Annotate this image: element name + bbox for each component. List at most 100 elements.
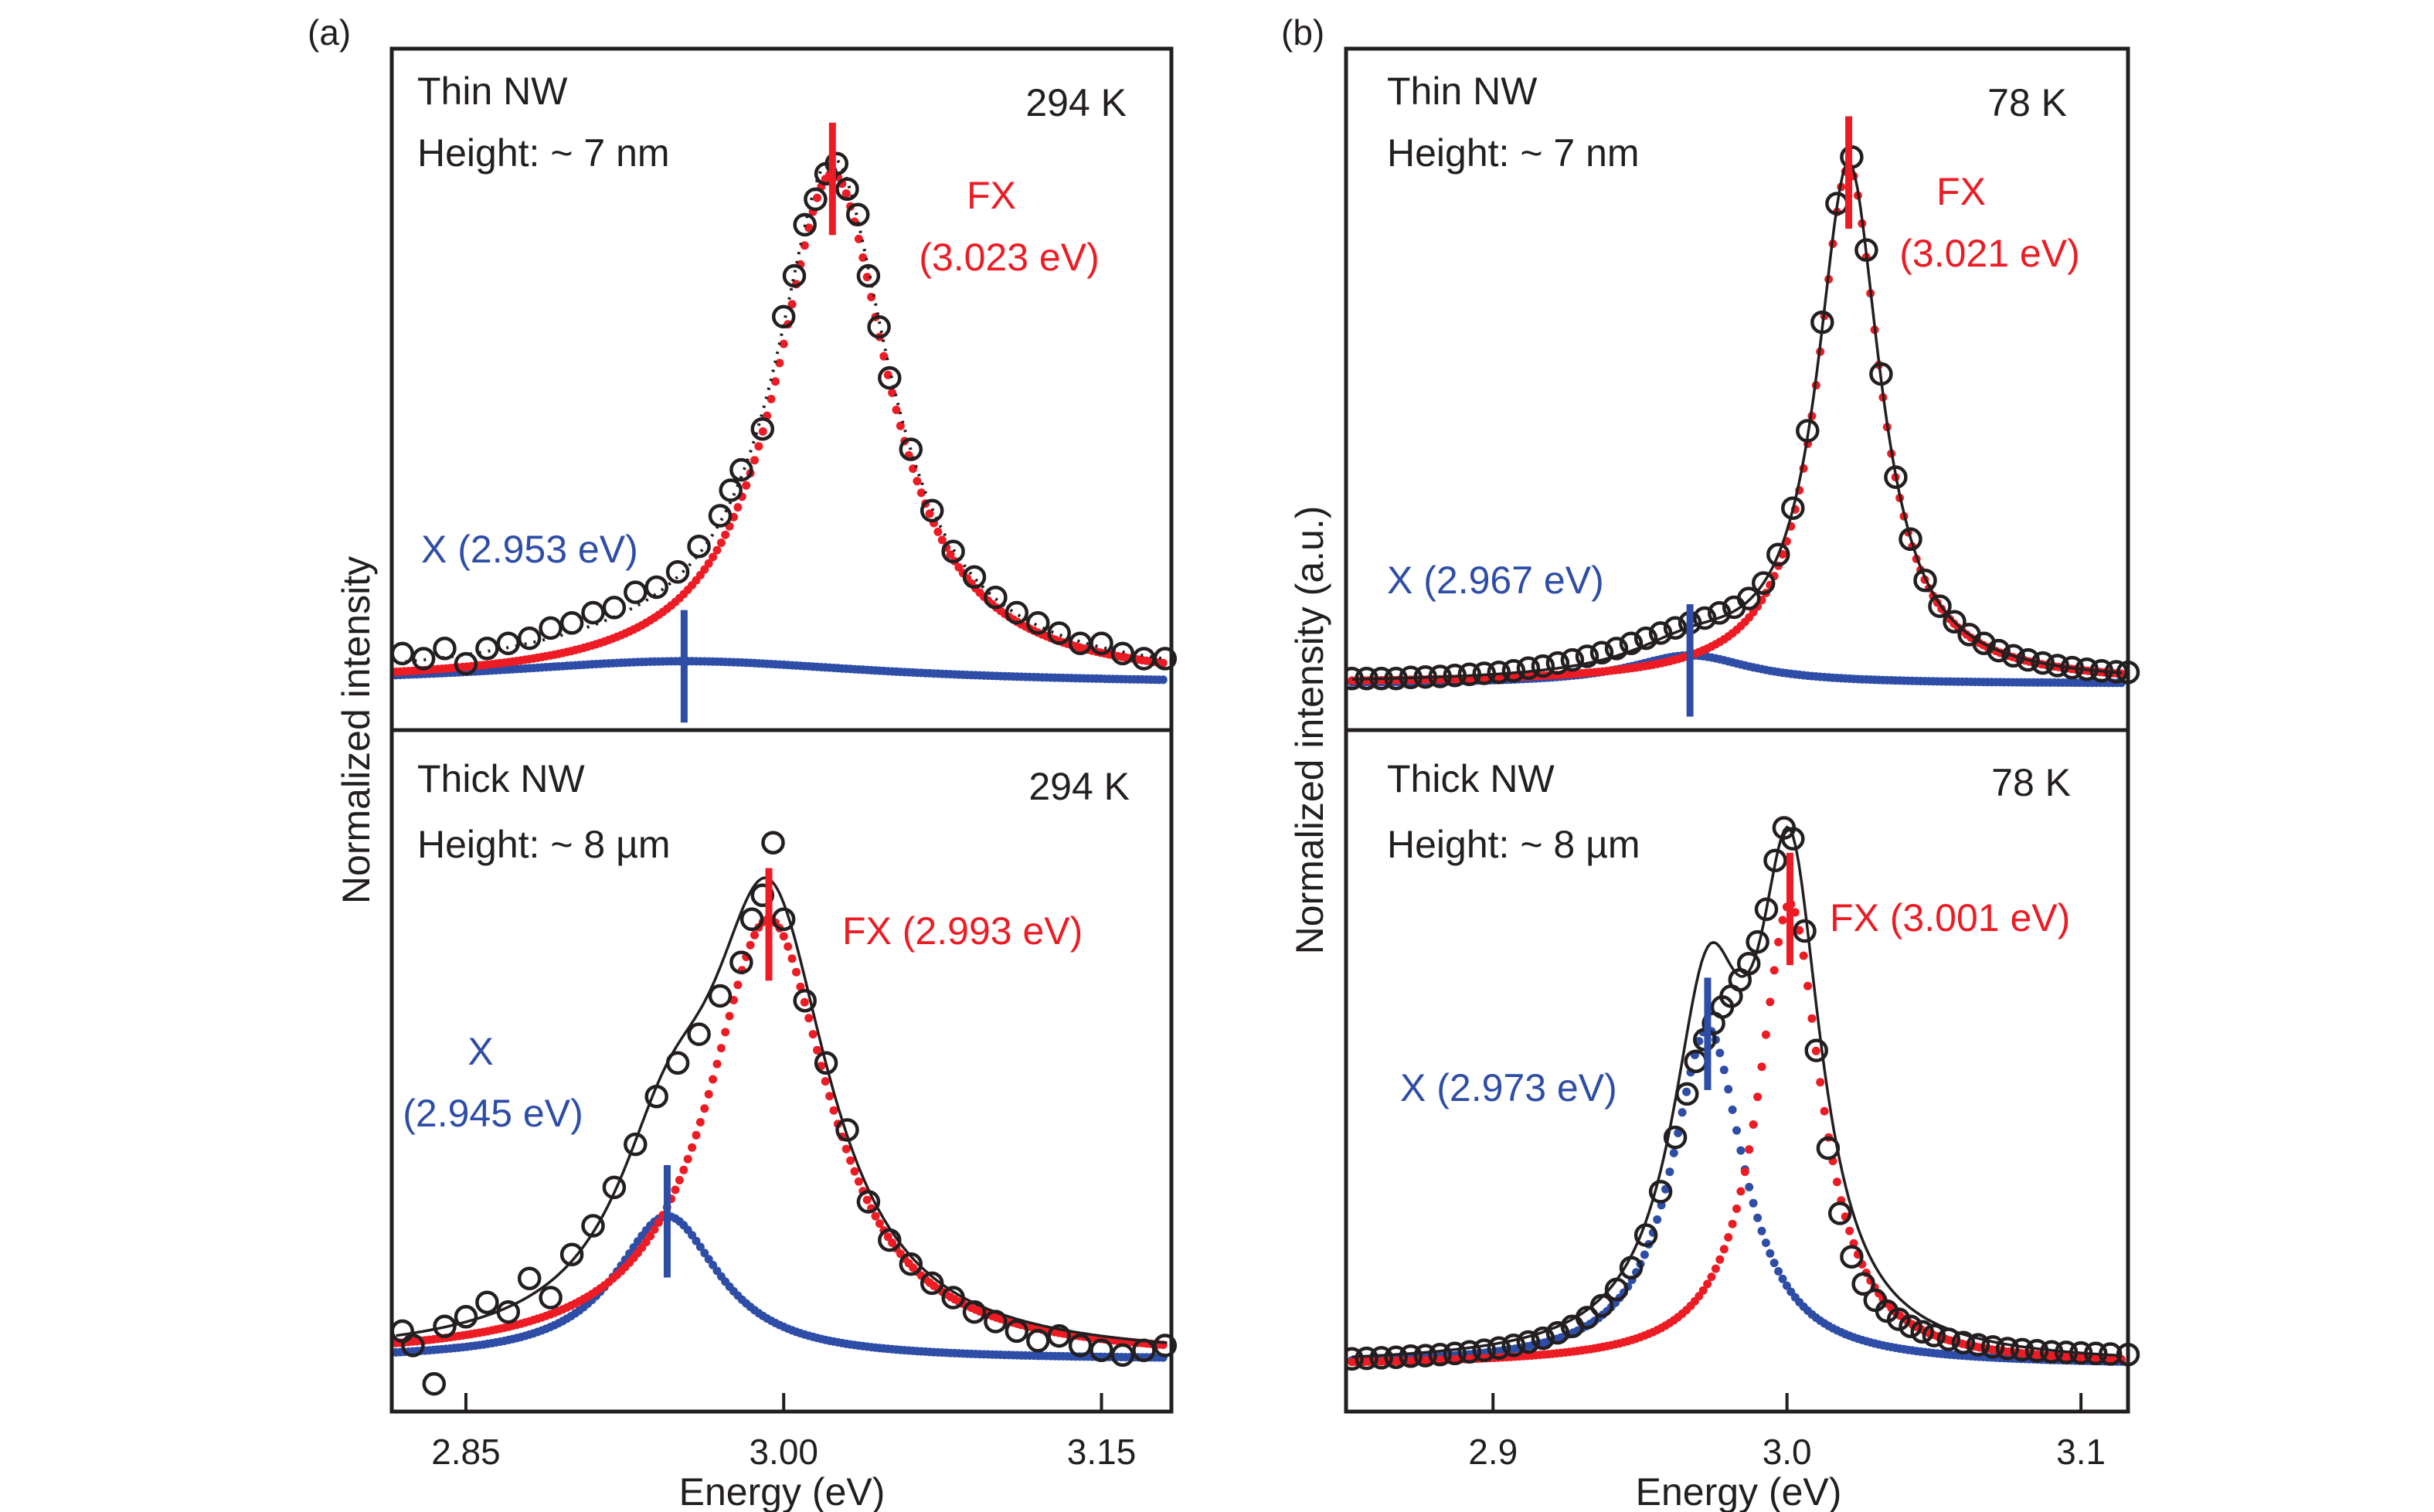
data-point (1766, 542, 1790, 567)
data-point (1980, 1335, 2005, 1359)
data-point (1369, 1346, 1393, 1370)
fit-dot (850, 1167, 859, 1176)
fit-dot (1665, 1167, 1674, 1177)
subplot-subtitle-a-bottom: Height: ~ 8 µm (417, 823, 671, 866)
fit-dot (1778, 1274, 1787, 1283)
data-point (1910, 1320, 1934, 1344)
data-point (624, 1132, 648, 1157)
data-point (475, 637, 499, 661)
data-point (793, 988, 817, 1013)
data-point (941, 539, 965, 564)
fit-dot (858, 253, 868, 262)
data-point (602, 596, 627, 620)
data-point (941, 1286, 965, 1310)
data-point (1472, 1338, 1497, 1362)
fit-dot (704, 1255, 713, 1264)
data-point (1827, 1201, 1852, 1225)
x-label-b-top: X (2.967 eV) (1387, 559, 1604, 602)
data-point (411, 647, 436, 671)
data-point (835, 1118, 859, 1142)
data-point (433, 637, 457, 661)
fit-dot (1740, 1167, 1749, 1177)
fit-dot (1698, 1286, 1708, 1295)
fit-dot (867, 293, 876, 301)
fit-dot (1640, 1250, 1649, 1259)
data-point (1816, 1136, 1841, 1160)
data-point (1428, 664, 1452, 688)
data-point (1763, 848, 1787, 872)
data-point (1560, 647, 1585, 672)
data-point (1966, 1333, 1990, 1357)
fit-dot (716, 539, 726, 547)
fit-dot (784, 942, 793, 951)
fit-dot (875, 1219, 884, 1228)
data-point (422, 1371, 447, 1396)
subplot-title-a-top: Thin NW (417, 70, 568, 113)
data-point (1487, 1336, 1511, 1361)
fit-dot (1707, 1272, 1716, 1282)
data-point (581, 1214, 605, 1238)
fit-dot (650, 1225, 659, 1234)
data-point (1443, 663, 1467, 688)
data-point (1110, 641, 1135, 666)
data-point (454, 651, 478, 676)
data-point (1132, 1338, 1156, 1362)
data-point (1026, 1329, 1050, 1353)
x-energy-a-bottom: (2.945 eV) (403, 1092, 583, 1135)
fit-dot (1766, 997, 1775, 1007)
fit-dot (700, 1249, 709, 1258)
fit-dot (1736, 1187, 1746, 1196)
data-point (729, 457, 753, 482)
data-point (1355, 666, 1378, 691)
data-point (517, 1266, 542, 1290)
data-point (1443, 1341, 1467, 1366)
plot-area-a-top (392, 122, 1178, 723)
x-axis-label-a: Energy (eV) (679, 1470, 886, 1512)
data-point (729, 950, 753, 974)
subplot-title-a-bottom: Thick NW (417, 757, 585, 800)
data-point (1928, 594, 1952, 618)
fit-dot (775, 358, 784, 368)
x-label-a-bottom: X (467, 1030, 493, 1073)
fx-label-a-top: FX (967, 174, 1016, 217)
data-point (1663, 616, 1688, 640)
data-point (1899, 527, 1922, 552)
data-point (1428, 1342, 1452, 1367)
fx-label-b-bottom: FX (3.001 eV) (1830, 896, 2070, 939)
temperature-b-bottom: 78 K (1991, 761, 2071, 804)
fit-dot (821, 1077, 830, 1086)
fit-total-b-bottom (1351, 825, 2123, 1358)
fit-dot (1816, 1078, 1825, 1087)
data-point (1153, 1334, 1178, 1357)
fit-dot (1782, 1281, 1791, 1290)
fx-label-b-top: FX (1936, 170, 1986, 213)
data-point (782, 263, 807, 288)
data-point (1619, 631, 1644, 655)
data-point (1875, 1299, 1899, 1323)
data-point (559, 611, 584, 635)
data-point (719, 478, 743, 502)
temperature-b-top: 78 K (1987, 81, 2067, 124)
data-point (962, 1300, 987, 1324)
data-point (856, 1190, 881, 1214)
data-point (1796, 419, 1820, 443)
fit-dot (1807, 1014, 1817, 1023)
data-point (2054, 1340, 2079, 1364)
data-point (1633, 626, 1658, 651)
fit-dot (1724, 1233, 1733, 1242)
data-point (454, 1305, 478, 1329)
temperature-a-top: 294 K (1025, 81, 1127, 124)
x-tick-label-a-2: 3.15 (1067, 1432, 1137, 1472)
data-point (665, 559, 690, 584)
data-point (1501, 658, 1526, 683)
fit-dot (1766, 1249, 1775, 1258)
data-point (1487, 660, 1511, 685)
data-point (1793, 919, 1817, 943)
data-point (1746, 929, 1769, 954)
x-axis-label-b: Energy (eV) (1636, 1470, 1842, 1512)
fit-dot (1803, 981, 1812, 990)
data-point (1575, 644, 1599, 668)
data-point (920, 498, 944, 523)
fit-dot (804, 1014, 814, 1023)
fit-dot (1158, 675, 1168, 685)
